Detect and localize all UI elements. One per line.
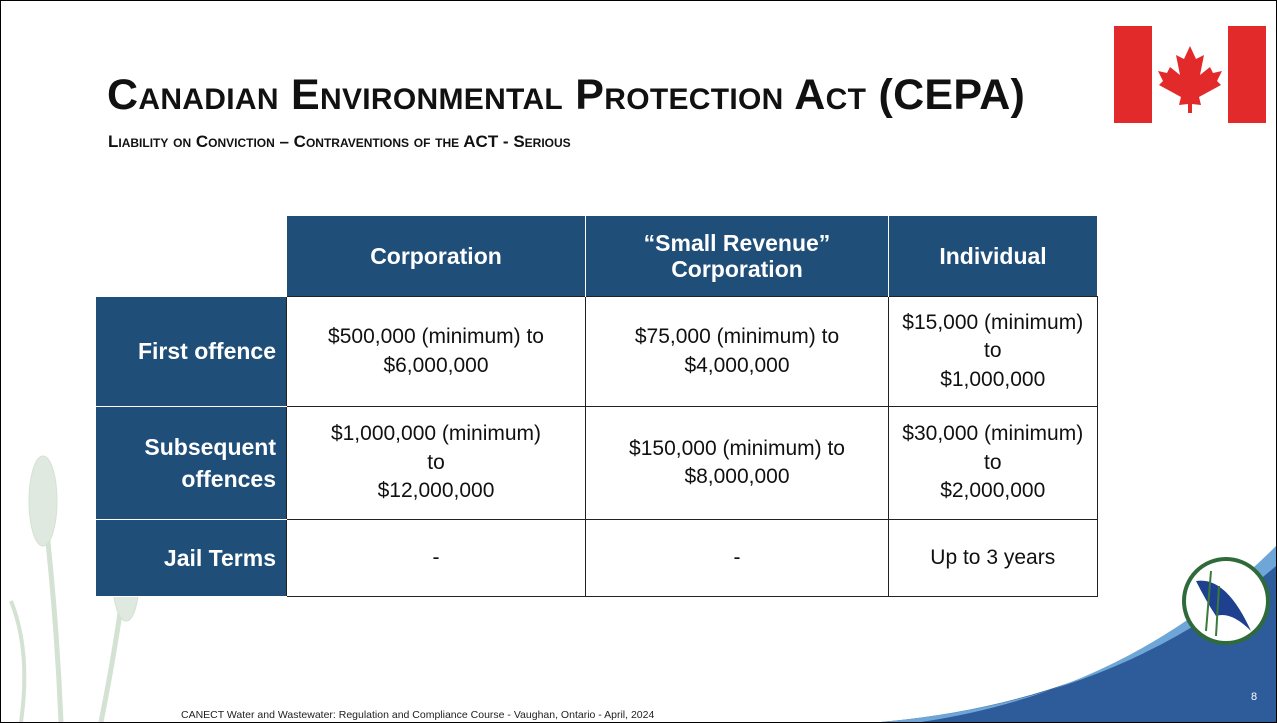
cell: $15,000 (minimum) to $1,000,000: [889, 297, 1098, 407]
logo: [1184, 559, 1268, 643]
cell: $500,000 (minimum) to $6,000,000: [287, 297, 586, 407]
column-header: Corporation: [287, 216, 586, 297]
title: Canadian Environmental Protection Act (C…: [107, 71, 1025, 120]
cell: $30,000 (minimum) to $2,000,000: [889, 407, 1098, 520]
header-row: Corporation “Small Revenue” Corporation …: [96, 216, 1097, 297]
cell: -: [287, 520, 586, 597]
row: Jail Terms - - Up to 3 years: [96, 520, 1097, 597]
row: First offence $500,000 (minimum) to $6,0…: [96, 297, 1097, 407]
penalty-table: Corporation “Small Revenue” Corporation …: [96, 216, 1098, 597]
canada-flag: [1114, 26, 1266, 123]
column-header: “Small Revenue” Corporation: [586, 216, 889, 297]
slide: Canadian Environmental Protection Act (C…: [0, 0, 1277, 723]
cell: $150,000 (minimum) to $8,000,000: [586, 407, 889, 520]
subtitle: Liability on Conviction – Contraventions…: [108, 132, 571, 152]
cell: $1,000,000 (minimum) to $12,000,000: [287, 407, 586, 520]
page-number: 8: [1251, 691, 1257, 703]
row: Subsequent offences $1,000,000 (minimum)…: [96, 407, 1097, 520]
footer: CANECT Water and Wastewater: Regulation …: [181, 709, 654, 721]
corner: [96, 216, 287, 297]
cell: -: [586, 520, 889, 597]
row-header: First offence: [96, 297, 287, 407]
cell: $75,000 (minimum) to $4,000,000: [586, 297, 889, 407]
column-header: Individual: [889, 216, 1098, 297]
row-header: Subsequent offences: [96, 407, 287, 520]
cell: Up to 3 years: [889, 520, 1098, 597]
row-header: Jail Terms: [96, 520, 287, 597]
